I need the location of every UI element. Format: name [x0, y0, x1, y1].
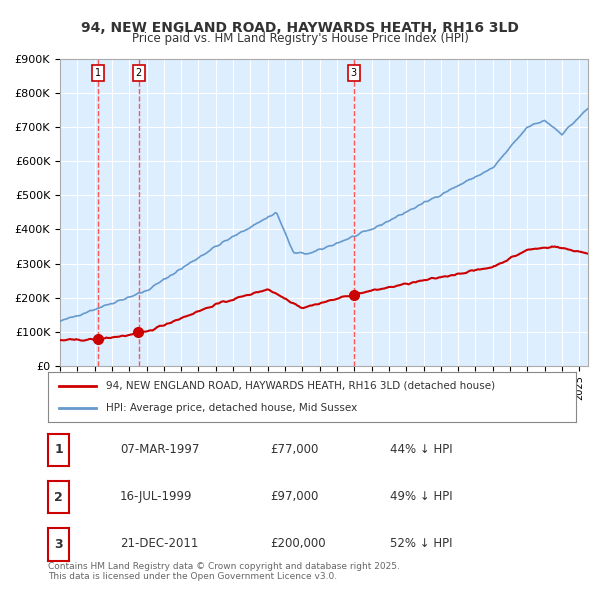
Text: 2: 2 — [54, 490, 63, 504]
Text: 1: 1 — [95, 68, 101, 78]
Text: Price paid vs. HM Land Registry's House Price Index (HPI): Price paid vs. HM Land Registry's House … — [131, 32, 469, 45]
Text: 94, NEW ENGLAND ROAD, HAYWARDS HEATH, RH16 3LD: 94, NEW ENGLAND ROAD, HAYWARDS HEATH, RH… — [81, 21, 519, 35]
Text: 44% ↓ HPI: 44% ↓ HPI — [390, 443, 452, 456]
Text: 1: 1 — [54, 443, 63, 457]
Text: £200,000: £200,000 — [270, 537, 326, 550]
Text: 3: 3 — [54, 537, 63, 551]
Text: £77,000: £77,000 — [270, 443, 319, 456]
Text: £97,000: £97,000 — [270, 490, 319, 503]
Text: 16-JUL-1999: 16-JUL-1999 — [120, 490, 193, 503]
Text: 52% ↓ HPI: 52% ↓ HPI — [390, 537, 452, 550]
Text: Contains HM Land Registry data © Crown copyright and database right 2025.
This d: Contains HM Land Registry data © Crown c… — [48, 562, 400, 581]
Text: HPI: Average price, detached house, Mid Sussex: HPI: Average price, detached house, Mid … — [106, 403, 358, 413]
Text: 2: 2 — [136, 68, 142, 78]
Text: 21-DEC-2011: 21-DEC-2011 — [120, 537, 199, 550]
Text: 3: 3 — [351, 68, 357, 78]
Text: 49% ↓ HPI: 49% ↓ HPI — [390, 490, 452, 503]
Text: 94, NEW ENGLAND ROAD, HAYWARDS HEATH, RH16 3LD (detached house): 94, NEW ENGLAND ROAD, HAYWARDS HEATH, RH… — [106, 381, 495, 391]
Text: 07-MAR-1997: 07-MAR-1997 — [120, 443, 199, 456]
